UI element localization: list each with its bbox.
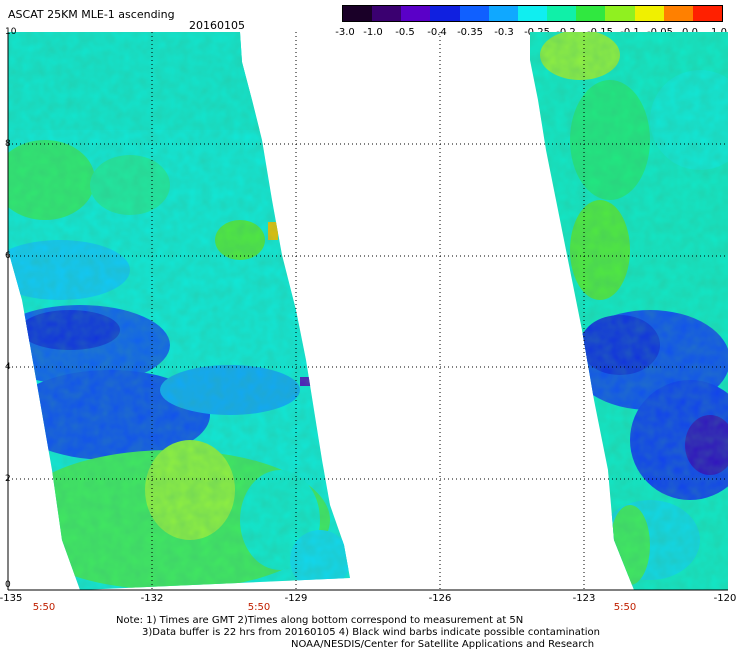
colorbar-label: -0.35 <box>457 27 483 38</box>
colorbar-swatch-1 <box>372 6 402 21</box>
colorbar-label: -0.5 <box>395 27 415 38</box>
colorbar-swatch-0 <box>343 6 373 21</box>
x-axis-label: -135 <box>0 593 23 604</box>
colorbar-swatch-3 <box>430 6 460 21</box>
x-axis-label: -132 <box>140 593 164 604</box>
colorbar-label: -3.0 <box>335 27 355 38</box>
colorbar-swatch-2 <box>401 6 431 21</box>
y-axis-label: 0 <box>5 580 11 590</box>
y-axis-label: 2 <box>5 474 11 484</box>
colorbar-swatch-5 <box>488 6 518 21</box>
note-line-3: NOAA/NESDIS/Center for Satellite Applica… <box>291 639 595 650</box>
x-axis-label: -126 <box>428 593 452 604</box>
colorbar <box>342 5 723 22</box>
time-label: 5:50 <box>613 602 637 613</box>
colorbar-swatch-11 <box>663 6 693 21</box>
note-line-1: Note: 1) Times are GMT 2)Times along bot… <box>116 615 524 626</box>
colorbar-label: -0.3 <box>494 27 514 38</box>
grid-lines <box>8 32 728 590</box>
colorbar-label: -0.4 <box>427 27 447 38</box>
map-date: 20160105 <box>189 19 245 32</box>
colorbar-swatch-10 <box>634 6 664 21</box>
colorbar-label: -1.0 <box>363 27 383 38</box>
x-axis-label: -123 <box>572 593 596 604</box>
note-line-2: 3)Data buffer is 22 hrs from 20160105 4)… <box>142 627 600 638</box>
y-axis-label: 8 <box>5 139 11 149</box>
colorbar-swatch-8 <box>576 6 606 21</box>
colorbar-swatch-4 <box>459 6 489 21</box>
colorbar-swatch-6 <box>517 6 548 21</box>
y-axis-label: 4 <box>5 362 11 372</box>
map-title: ASCAT 25KM MLE-1 ascending <box>8 8 175 21</box>
time-label: 5:50 <box>32 602 56 613</box>
colorbar-swatch-12 <box>692 6 723 21</box>
swath-left <box>8 32 350 590</box>
colorbar-swatch-7 <box>547 6 577 21</box>
x-axis-label: -129 <box>284 593 308 604</box>
y-axis-label: 10 <box>5 27 17 37</box>
time-label: 5:50 <box>247 602 271 613</box>
colorbar-swatch-9 <box>605 6 635 21</box>
y-axis-label: 6 <box>5 251 11 261</box>
x-axis-label: -120 <box>713 593 737 604</box>
swath-right <box>530 32 728 590</box>
